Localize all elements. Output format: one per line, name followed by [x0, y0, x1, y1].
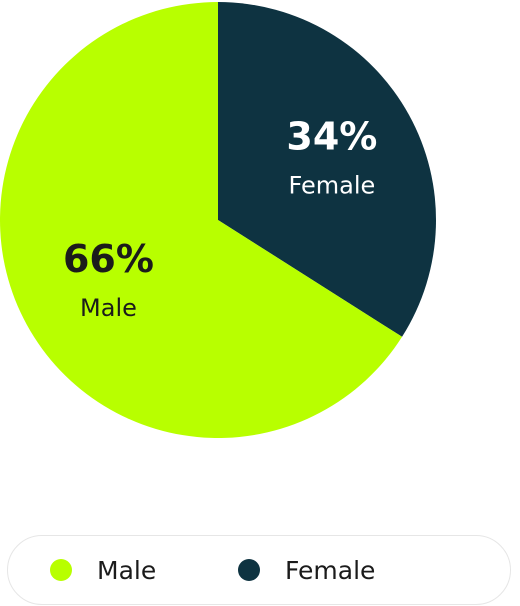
legend-item-female[interactable]: Female [238, 536, 375, 604]
pie-slice-male[interactable] [0, 2, 403, 438]
pie-labels: 66% Male 34% Female [63, 114, 377, 322]
legend-dot-female-icon [238, 559, 260, 581]
slice-male-percent: 66% [63, 237, 154, 281]
legend-label-male: Male [97, 555, 157, 585]
slice-female-percent: 34% [286, 114, 377, 158]
pie-slices [0, 2, 436, 438]
legend-dot-male-icon [50, 559, 72, 581]
pie-slice-female[interactable] [218, 2, 436, 337]
slice-female-name: Female [289, 171, 376, 199]
slice-male-name: Male [80, 294, 137, 322]
legend-item-male[interactable]: Male [50, 536, 156, 604]
chart-legend: Male Female [7, 535, 511, 605]
pie-chart: 66% Male 34% Female [0, 2, 436, 438]
legend-label-female: Female [285, 555, 376, 585]
